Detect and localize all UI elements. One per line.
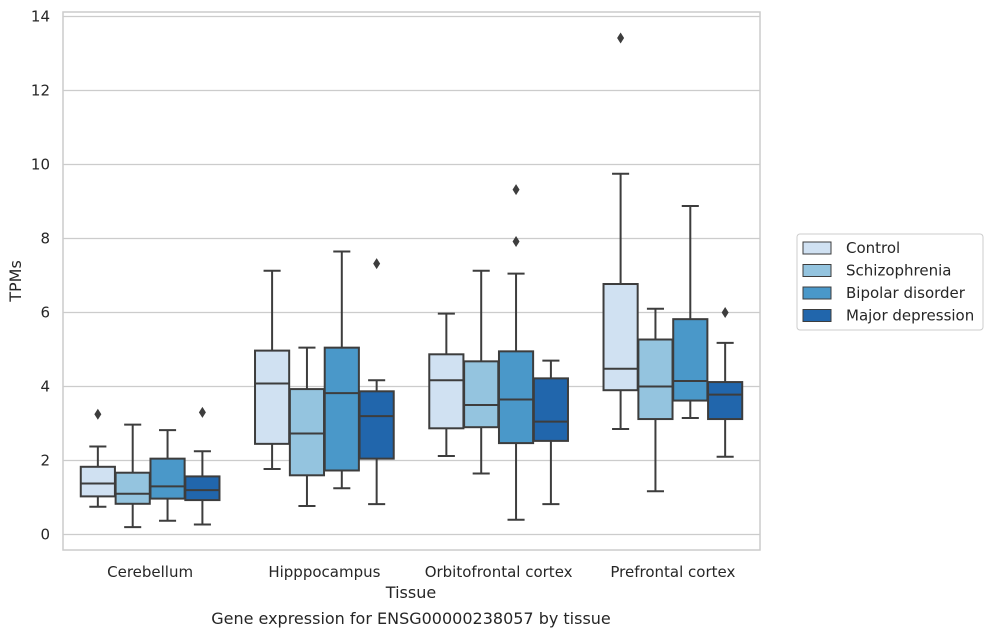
legend-swatch [802,241,832,255]
box-control-1 [254,269,291,471]
box-bipolar-disorder-3 [672,204,709,419]
box-iqr [288,388,326,477]
box-control-0 [79,408,116,508]
box-iqr [672,318,709,402]
x-tick-labels: Cerebellum Hipppocampus Orbitofrontal cort… [107,563,735,581]
legend-label: Major depression [846,307,974,325]
outlier-point [198,406,206,418]
y-axis-label: TPMs [6,260,25,303]
box-iqr [358,390,395,460]
chart-caption: Gene expression for ENSG00000238057 by t… [211,609,611,628]
box-schizophrenia-3 [637,307,674,493]
box-bipolar-disorder-1 [323,250,360,490]
box-iqr [149,457,186,500]
outlier-point [94,408,102,420]
x-tick-label: Prefrontal cortex [610,563,735,581]
outlier-point [721,307,729,318]
y-tick-label: 8 [40,230,50,248]
y-tick-label: 14 [31,8,50,26]
box-iqr [79,465,116,498]
box-major-depression-0 [184,406,221,526]
box-major-depression-1 [358,258,395,506]
box-iqr [532,377,569,442]
box-iqr [254,349,291,445]
x-tick-label: Orbitofrontal cortex [425,563,573,581]
box-major-depression-3 [707,307,744,458]
x-axis-label: Tissue [385,583,436,602]
outlier-point [512,184,520,196]
y-tick-label: 6 [40,304,50,322]
box-iqr [428,353,465,430]
box-control-2 [428,312,465,458]
box-iqr [463,360,500,429]
box-iqr [184,475,221,502]
outlier-point [373,258,381,270]
outlier-point [617,32,625,44]
legend-frame [796,233,984,331]
legend-label: Control [846,239,900,257]
y-tick-label: 12 [31,82,50,100]
box-iqr [497,350,535,445]
box-iqr [323,346,360,472]
y-tick-label: 4 [40,378,50,396]
y-tick-label: 10 [31,156,50,174]
box-schizophrenia-0 [114,423,151,529]
legend-label: Bipolar disorder [846,284,966,302]
box-bipolar-disorder-2 [497,184,535,521]
legend-label: Schizophrenia [846,262,951,280]
box-iqr [602,283,639,392]
box-iqr [637,338,674,421]
box-bipolar-disorder-0 [149,429,186,522]
y-tick-label: 0 [40,526,50,544]
y-tick-label: 2 [40,452,50,470]
x-tick-label: Cerebellum [107,563,193,581]
legend-swatch [802,264,832,277]
outlier-point [512,235,520,247]
legend-swatch [802,309,832,322]
plot-area [62,11,761,551]
legend-swatch [802,286,832,300]
box-control-3 [602,32,639,431]
box-iqr [114,471,151,505]
box-iqr [707,381,744,421]
box-schizophrenia-1 [288,346,326,508]
box-major-depression-2 [532,359,569,506]
x-tick-label: Hipppocampus [268,563,380,581]
box-schizophrenia-2 [463,269,500,475]
legend: Control Schizophrenia Bipolar disorder Majo… [796,233,984,331]
boxes [79,32,744,529]
y-tick-labels: 0 2 4 6 8 10 12 14 [31,8,50,544]
